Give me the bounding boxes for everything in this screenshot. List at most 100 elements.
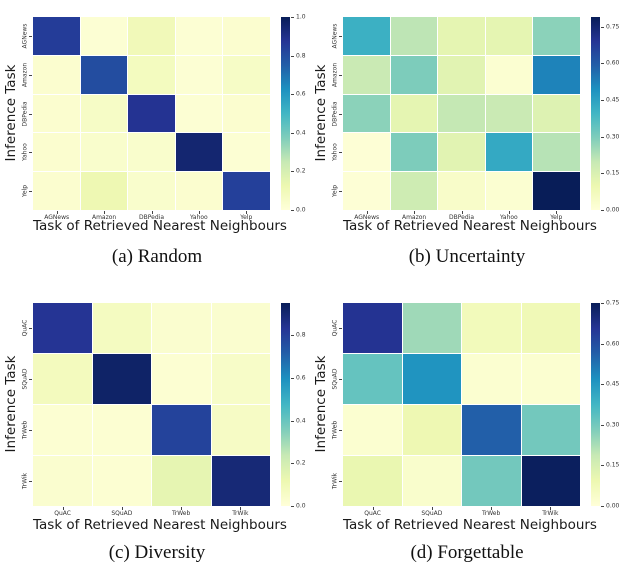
heatmap-cell	[521, 405, 580, 455]
x-tick-mark	[366, 211, 368, 214]
heatmap-cell	[402, 303, 461, 353]
colorbar-tick-label: 0.00	[606, 206, 619, 214]
heatmap-cell	[33, 405, 92, 455]
colorbar-gradient	[591, 17, 600, 210]
panel-forgettable: Inference Task Task of Retrieved Nearest…	[310, 290, 619, 573]
y-tick-label: TrWik	[21, 472, 29, 489]
colorbar-tick-mark	[291, 506, 294, 507]
colorbar-tick-label: 0.15	[606, 169, 619, 177]
x-tick-label: Amazon	[91, 214, 117, 221]
heatmap-cell	[390, 172, 438, 210]
colorbar-tick-label: 0.8	[296, 52, 306, 60]
x-tick-label: TrWeb	[481, 510, 501, 517]
colorbar-tick-mark	[601, 63, 604, 65]
heatmap-cell	[80, 17, 128, 55]
y-tick-label: Yelp	[21, 184, 29, 197]
colorbar	[281, 17, 290, 210]
heatmap-cell	[343, 94, 390, 133]
colorbar-tick-mark	[291, 132, 294, 134]
colorbar	[591, 17, 600, 210]
colorbar-tick-mark	[291, 420, 294, 422]
x-tick-mark	[240, 507, 242, 510]
x-tick-mark	[151, 211, 153, 214]
heatmap-cell	[223, 133, 270, 172]
heatmap-cell	[33, 94, 80, 133]
heatmap-cell	[175, 133, 223, 172]
colorbar-tick-label: 0.15	[606, 461, 619, 469]
x-tick-label: QuAC	[54, 510, 71, 517]
x-axis-label: Task of Retrieved Nearest Neighbours	[343, 517, 597, 533]
colorbar-tick-mark	[291, 377, 294, 379]
colorbar-tick-label: 0.4	[296, 417, 306, 425]
x-tick-mark	[550, 507, 552, 510]
heatmap-cell	[485, 133, 533, 172]
colorbar-tick-label: 0.60	[606, 59, 619, 67]
colorbar-tick-mark	[601, 384, 604, 386]
colorbar-tick-label: 0.2	[296, 167, 306, 175]
colorbar-tick-mark	[601, 26, 604, 28]
heatmap-cell	[33, 456, 92, 506]
y-tick-label: DBPedia	[331, 101, 339, 126]
colorbar-tick-mark	[291, 17, 294, 18]
heatmap-cell	[402, 456, 461, 506]
colorbar-tick-label: 0.8	[296, 331, 306, 339]
y-tick-mark	[29, 429, 32, 431]
heatmap-cell	[485, 172, 533, 210]
heatmap-cell	[390, 17, 438, 55]
y-tick-mark	[29, 113, 32, 115]
heatmap-grid	[343, 17, 580, 210]
colorbar-tick-label: 0.2	[296, 459, 306, 467]
colorbar-tick-mark	[601, 343, 604, 345]
heatmap-cell	[223, 172, 270, 210]
y-tick-label: QuAC	[21, 320, 29, 337]
x-tick-mark	[556, 211, 558, 214]
heatmap-grid	[343, 303, 580, 506]
heatmap-cell	[462, 456, 521, 506]
colorbar-tick-label: 0.60	[606, 340, 619, 348]
y-axis-label: Inference Task	[313, 64, 329, 162]
panel-diversity: Inference Task Task of Retrieved Nearest…	[0, 290, 310, 573]
heatmap-cell	[33, 133, 80, 172]
colorbar	[591, 303, 600, 506]
heatmap-cell	[485, 94, 533, 133]
colorbar-tick-mark	[601, 173, 604, 175]
colorbar-tick-mark	[291, 171, 294, 173]
heatmap-cell	[462, 303, 521, 353]
x-tick-mark	[461, 211, 463, 214]
heatmap-cell	[343, 172, 390, 210]
y-tick-label: SQuAD	[331, 368, 339, 390]
colorbar-tick-mark	[601, 100, 604, 102]
colorbar-tick-label: 0.30	[606, 133, 619, 141]
heatmap-cell	[211, 456, 270, 506]
heatmap-cell	[175, 17, 223, 55]
heatmap-cell	[343, 55, 390, 94]
colorbar-tick-label: 0.6	[296, 374, 306, 382]
y-tick-label: Amazon	[21, 62, 29, 88]
heatmap-grid	[33, 17, 270, 210]
colorbar	[281, 303, 290, 506]
colorbar-tick-mark	[601, 465, 604, 467]
colorbar-tick-label: 0.45	[606, 96, 619, 104]
panel-caption: (c) Diversity	[108, 542, 206, 563]
heatmap-cell	[211, 303, 270, 353]
y-tick-mark	[339, 429, 342, 431]
y-tick-mark	[339, 190, 342, 192]
heatmap-cell	[128, 133, 175, 172]
y-tick-mark	[29, 480, 32, 482]
y-tick-mark	[339, 113, 342, 115]
heatmap-cell	[390, 94, 438, 133]
x-tick-mark	[372, 507, 374, 510]
y-tick-label: TrWeb	[21, 420, 29, 440]
heatmap-cell	[80, 133, 128, 172]
x-tick-label: Yahoo	[500, 214, 518, 221]
heatmap-cell	[223, 17, 270, 55]
y-tick-label: Yahoo	[21, 143, 29, 161]
y-tick-mark	[29, 190, 32, 192]
colorbar-tick-label: 1.0	[296, 13, 306, 21]
y-tick-mark	[339, 152, 342, 154]
y-tick-mark	[339, 480, 342, 482]
heatmap-cell	[33, 354, 92, 404]
colorbar-tick-label: 0.75	[606, 299, 619, 307]
y-tick-label: Yahoo	[331, 143, 339, 161]
